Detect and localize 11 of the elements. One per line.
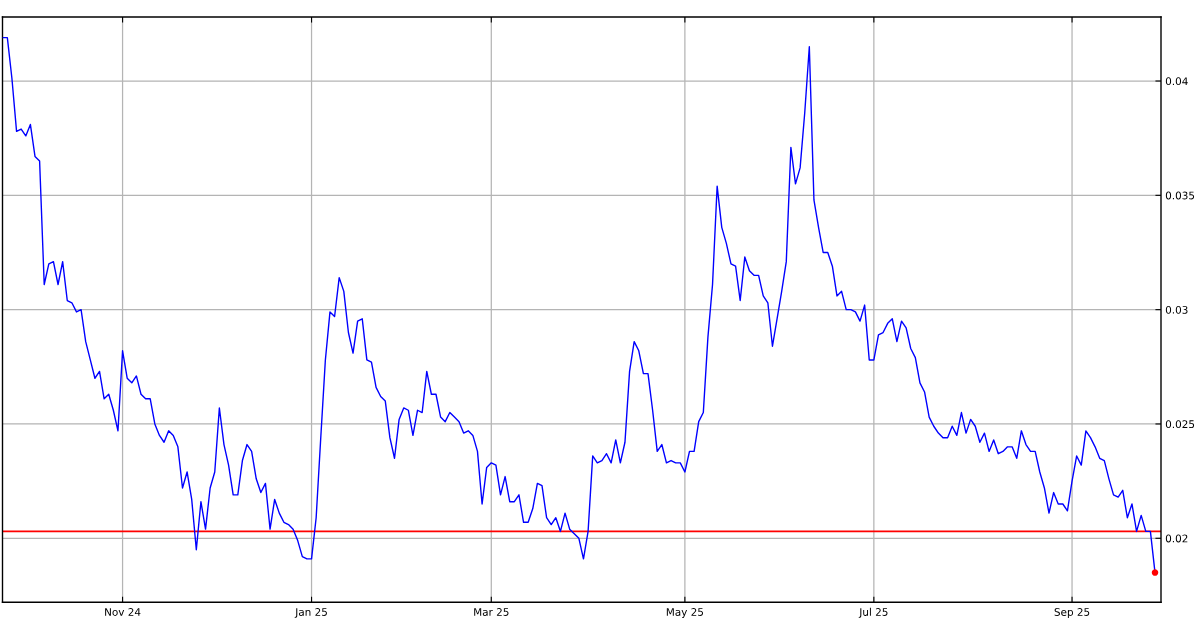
x-tick-label: Sep 25 — [1054, 608, 1090, 618]
x-tick-label: Nov 24 — [105, 608, 141, 616]
y-tick-label: 0.035 — [1165, 191, 1195, 200]
x-tick-label: May 25 — [666, 608, 704, 618]
x-tick-label: Jan 25 — [294, 608, 327, 618]
y-tick-label: 0.04 — [1165, 77, 1188, 86]
x-tick-label: Mar 25 — [474, 608, 509, 616]
y-tick-label: 0.03 — [1165, 305, 1188, 314]
y-tick-label: 0.02 — [1165, 534, 1188, 543]
y-tick-label: 0.025 — [1165, 420, 1195, 429]
x-tick-label: Jul 25 — [858, 607, 888, 618]
